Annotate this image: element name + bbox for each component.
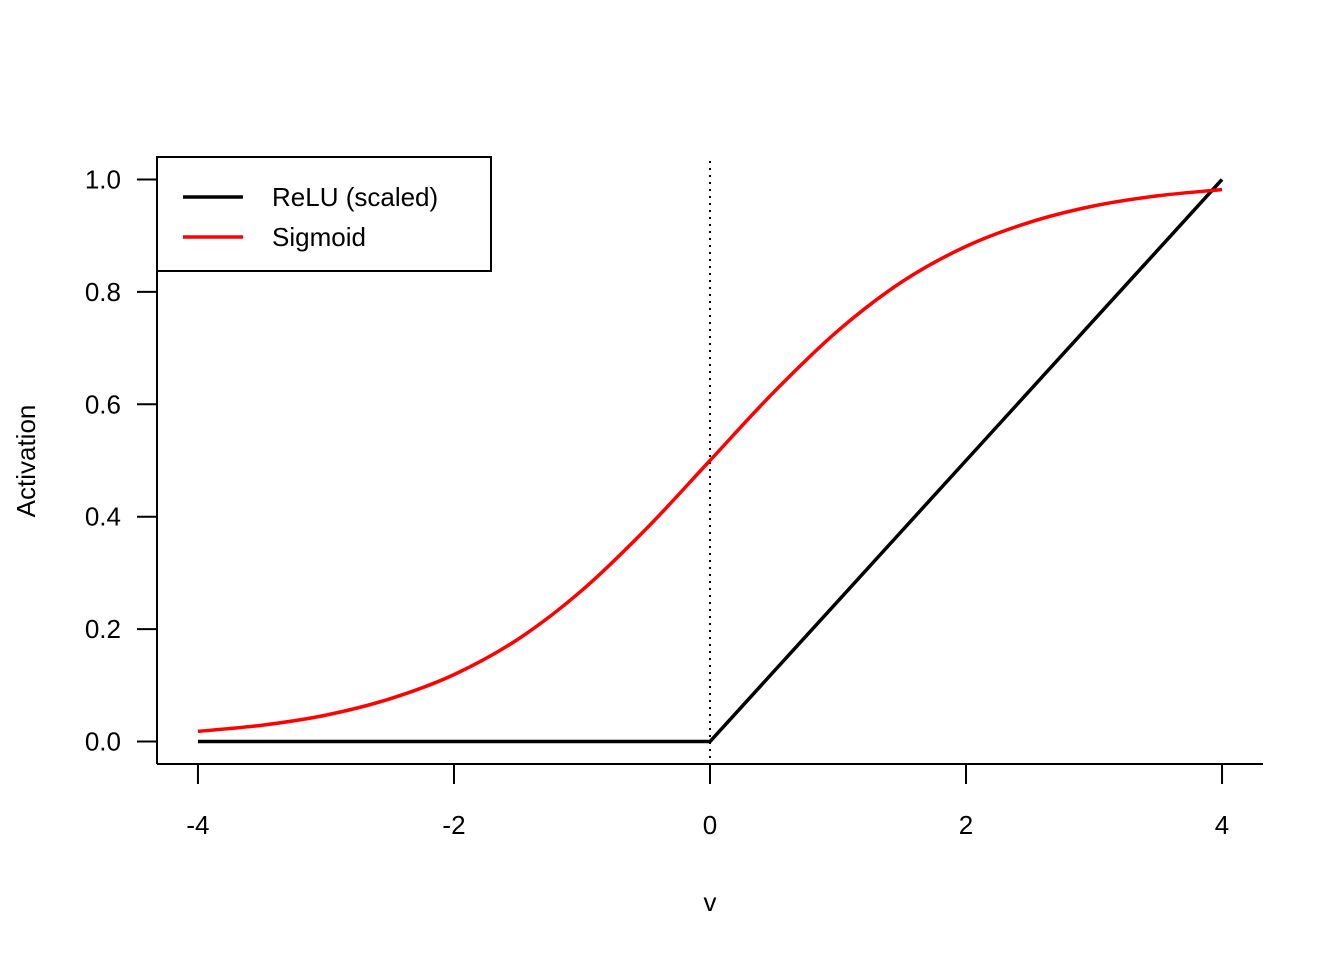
x-tick-label: -2 [442,810,465,840]
legend-label-sigmoid: Sigmoid [272,222,366,252]
series-line-sigmoid [197,187,1223,734]
series-line-relu [197,178,1224,744]
axes: -4 -2 0 2 4 0.0 0.2 0.4 0.6 0.8 1.0 [85,157,1263,840]
y-tick-label: 1.0 [85,164,121,194]
y-tick-label: 0.4 [85,502,121,532]
x-tick-label: 2 [959,810,973,840]
x-tick-label: 0 [703,810,717,840]
y-tick-label: 0.8 [85,277,121,307]
legend: ReLU (scaled) Sigmoid [156,156,492,272]
y-axis-label: Activation [11,405,41,518]
x-tick-label: -4 [186,810,209,840]
x-tick-label: 4 [1215,810,1229,840]
legend-label-relu: ReLU (scaled) [272,182,438,212]
x-axis-label: v [704,887,717,917]
y-tick-label: 0.6 [85,389,121,419]
y-tick-label: 0.2 [85,614,121,644]
plot-lines [197,161,1224,764]
y-tick-label: 0.0 [85,727,121,757]
legend-box [156,156,492,272]
